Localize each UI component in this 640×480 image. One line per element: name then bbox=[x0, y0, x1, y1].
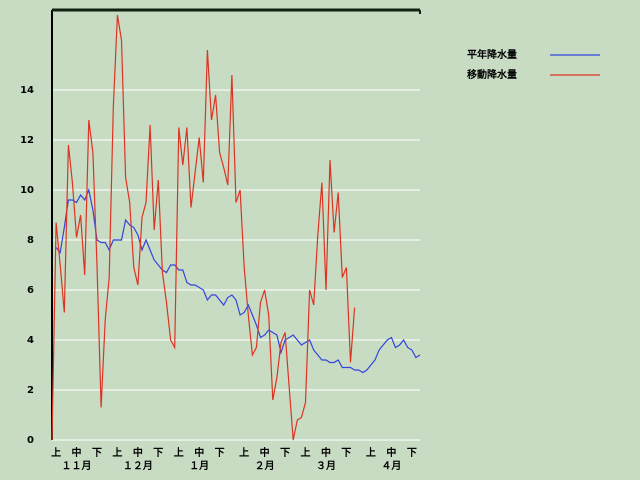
month-label: １１月 bbox=[62, 460, 92, 472]
x-tick-label: 中 bbox=[386, 446, 396, 459]
y-tick-label: 2 bbox=[27, 385, 34, 396]
y-tick-label: 10 bbox=[20, 185, 34, 196]
x-tick-label: 中 bbox=[260, 446, 270, 459]
x-tick-label: 上 bbox=[51, 446, 61, 459]
x-tick-label: 上 bbox=[239, 446, 249, 459]
y-tick-label: 4 bbox=[27, 335, 34, 346]
month-label: ２月 bbox=[255, 460, 275, 472]
legend-label: 移動降水量 bbox=[467, 68, 517, 81]
month-label: １月 bbox=[189, 460, 209, 472]
x-tick-label: 中 bbox=[321, 446, 331, 459]
x-tick-label: 上 bbox=[112, 446, 122, 459]
x-tick-label: 下 bbox=[280, 447, 290, 459]
x-tick-label: 下 bbox=[215, 447, 225, 459]
x-tick-label: 中 bbox=[194, 446, 204, 459]
x-tick-label: 中 bbox=[72, 446, 82, 459]
series-line bbox=[55, 187, 421, 374]
x-tick-label: 上 bbox=[366, 446, 376, 459]
x-tick-label: 下 bbox=[153, 447, 163, 459]
y-tick-label: 0 bbox=[27, 435, 34, 446]
y-tick-label: 8 bbox=[27, 235, 34, 246]
series-line bbox=[51, 14, 356, 441]
month-label: １２月 bbox=[123, 460, 153, 472]
y-tick-label: 14 bbox=[20, 85, 34, 96]
x-tick-label: 下 bbox=[407, 447, 417, 459]
month-label: ４月 bbox=[381, 460, 401, 472]
month-label: ３月 bbox=[316, 460, 336, 472]
x-tick-label: 上 bbox=[174, 446, 184, 459]
x-tick-label: 中 bbox=[133, 446, 143, 459]
x-tick-label: 下 bbox=[341, 447, 351, 459]
x-tick-label: 上 bbox=[301, 446, 311, 459]
y-tick-label: 6 bbox=[27, 285, 34, 296]
legend-label: 平年降水量 bbox=[467, 48, 517, 61]
x-tick-label: 下 bbox=[92, 447, 102, 459]
y-tick-label: 12 bbox=[20, 135, 34, 146]
